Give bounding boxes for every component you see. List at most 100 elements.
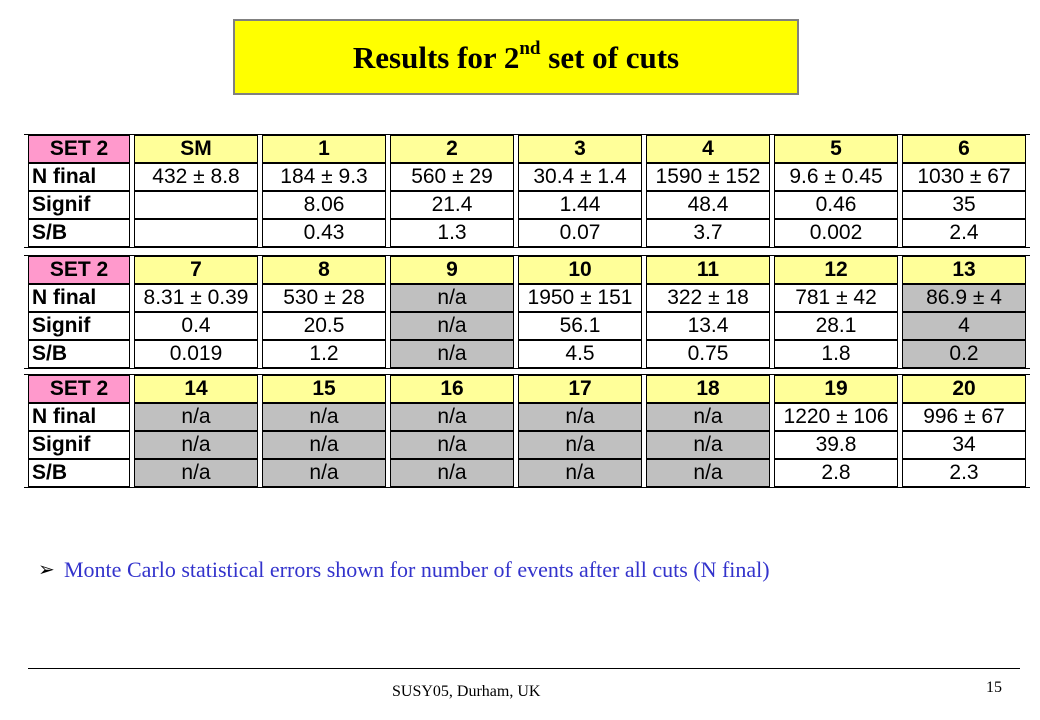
table-row: N final n/a n/a n/a n/a n/a 1220 ± 106 996 ± 67 [28, 403, 1026, 431]
table-row: N final 8.31 ± 0.39 530 ± 28 n/a 1950 ± 151 3… [28, 284, 1026, 312]
value-cell: 1.2 [262, 340, 386, 368]
column-header-cell: SM [134, 135, 258, 163]
set-label-cell: SET 2 [28, 375, 130, 403]
table-row: Signif 0.4 20.5 n/a 56.1 13.4 28.1 4 [28, 312, 1026, 340]
column-header-cell: 6 [902, 135, 1026, 163]
value-cell: n/a [518, 403, 642, 431]
footer-text: SUSY05, Durham, UK [392, 683, 541, 700]
row-label-cell: N final [28, 403, 130, 431]
column-header-cell: 10 [518, 256, 642, 284]
table-row: S/B 0.43 1.3 0.07 3.7 0.002 2.4 [28, 219, 1026, 247]
bullet-item: ➢ Monte Carlo statistical errors shown f… [38, 556, 958, 584]
bullet-text: Monte Carlo statistical errors shown for… [64, 557, 770, 582]
value-cell: 0.002 [774, 219, 898, 247]
column-header-cell: 5 [774, 135, 898, 163]
value-cell: 530 ± 28 [262, 284, 386, 312]
value-cell: 0.75 [646, 340, 770, 368]
value-cell: 2.3 [902, 459, 1026, 487]
value-cell: 9.6 ± 0.45 [774, 163, 898, 191]
value-cell: 13.4 [646, 312, 770, 340]
value-cell: 8.06 [262, 191, 386, 219]
value-cell: n/a [262, 459, 386, 487]
value-cell: 86.9 ± 4 [902, 284, 1026, 312]
title-box: Results for 2nd set of cuts [233, 19, 799, 95]
row-label-cell: S/B [28, 459, 130, 487]
value-cell: n/a [390, 284, 514, 312]
value-cell: 56.1 [518, 312, 642, 340]
value-cell: 1950 ± 151 [518, 284, 642, 312]
column-header-cell: 8 [262, 256, 386, 284]
value-cell: n/a [390, 459, 514, 487]
table-header-row: SET 2 14 15 16 17 18 19 20 [28, 375, 1026, 403]
title-main: Results for 2 [352, 39, 520, 75]
column-header-cell: 9 [390, 256, 514, 284]
value-cell: n/a [518, 459, 642, 487]
column-header-cell: 14 [134, 375, 258, 403]
value-cell [134, 219, 258, 247]
arrow-bullet-icon: ➢ [38, 559, 55, 581]
value-cell: 560 ± 29 [390, 163, 514, 191]
value-cell: 2.8 [774, 459, 898, 487]
row-label-cell: Signif [28, 191, 130, 219]
value-cell: 3.7 [646, 219, 770, 247]
value-cell: 1.44 [518, 191, 642, 219]
column-header-cell: 19 [774, 375, 898, 403]
value-cell: 30.4 ± 1.4 [518, 163, 642, 191]
column-header-cell: 16 [390, 375, 514, 403]
value-cell: n/a [134, 459, 258, 487]
table-row: S/B 0.019 1.2 n/a 4.5 0.75 1.8 0.2 [28, 340, 1026, 368]
value-cell: n/a [518, 431, 642, 459]
value-cell: n/a [134, 431, 258, 459]
value-cell: 432 ± 8.8 [134, 163, 258, 191]
value-cell: 0.07 [518, 219, 642, 247]
value-cell: n/a [646, 403, 770, 431]
value-cell: 8.31 ± 0.39 [134, 284, 258, 312]
value-cell: 1220 ± 106 [774, 403, 898, 431]
results-table-3: SET 2 14 15 16 17 18 19 20 N final n/a n/a n/a n/a n/… [24, 374, 1030, 488]
title-rest: set of cuts [540, 39, 680, 75]
value-cell: 184 ± 9.3 [262, 163, 386, 191]
value-cell: 4 [902, 312, 1026, 340]
set-label-cell: SET 2 [28, 135, 130, 163]
results-table-1: SET 2 SM 1 2 3 4 5 6 N final 432 ± 8.8 184 ± 9.3 56… [24, 134, 1030, 248]
set-label-cell: SET 2 [28, 256, 130, 284]
value-cell: 4.5 [518, 340, 642, 368]
column-header-cell: 4 [646, 135, 770, 163]
column-header-cell: 17 [518, 375, 642, 403]
page-number: 15 [986, 679, 1002, 696]
value-cell: 0.4 [134, 312, 258, 340]
column-header-cell: 11 [646, 256, 770, 284]
value-cell: 28.1 [774, 312, 898, 340]
results-table-2: SET 2 7 8 9 10 11 12 13 N final 8.31 ± 0.39 530 ± … [24, 255, 1030, 369]
value-cell: 1030 ± 67 [902, 163, 1026, 191]
table-header-row: SET 2 SM 1 2 3 4 5 6 [28, 135, 1026, 163]
column-header-cell: 12 [774, 256, 898, 284]
value-cell: 0.2 [902, 340, 1026, 368]
value-cell: n/a [262, 431, 386, 459]
row-label-cell: S/B [28, 219, 130, 247]
value-cell: 1.3 [390, 219, 514, 247]
column-header-cell: 13 [902, 256, 1026, 284]
value-cell: 781 ± 42 [774, 284, 898, 312]
value-cell: 0.46 [774, 191, 898, 219]
column-header-cell: 20 [902, 375, 1026, 403]
value-cell: 322 ± 18 [646, 284, 770, 312]
value-cell: 2.4 [902, 219, 1026, 247]
row-label-cell: Signif [28, 312, 130, 340]
row-label-cell: N final [28, 163, 130, 191]
row-label-cell: N final [28, 284, 130, 312]
table-row: Signif n/a n/a n/a n/a n/a 39.8 34 [28, 431, 1026, 459]
column-header-cell: 2 [390, 135, 514, 163]
value-cell: 0.43 [262, 219, 386, 247]
column-header-cell: 1 [262, 135, 386, 163]
column-header-cell: 15 [262, 375, 386, 403]
value-cell: n/a [646, 431, 770, 459]
value-cell: 1.8 [774, 340, 898, 368]
title-superscript: nd [519, 37, 541, 59]
value-cell: 0.019 [134, 340, 258, 368]
row-label-cell: Signif [28, 431, 130, 459]
row-label-cell: S/B [28, 340, 130, 368]
value-cell: n/a [390, 431, 514, 459]
table-row: N final 432 ± 8.8 184 ± 9.3 560 ± 29 30.4 ± … [28, 163, 1026, 191]
value-cell: 39.8 [774, 431, 898, 459]
